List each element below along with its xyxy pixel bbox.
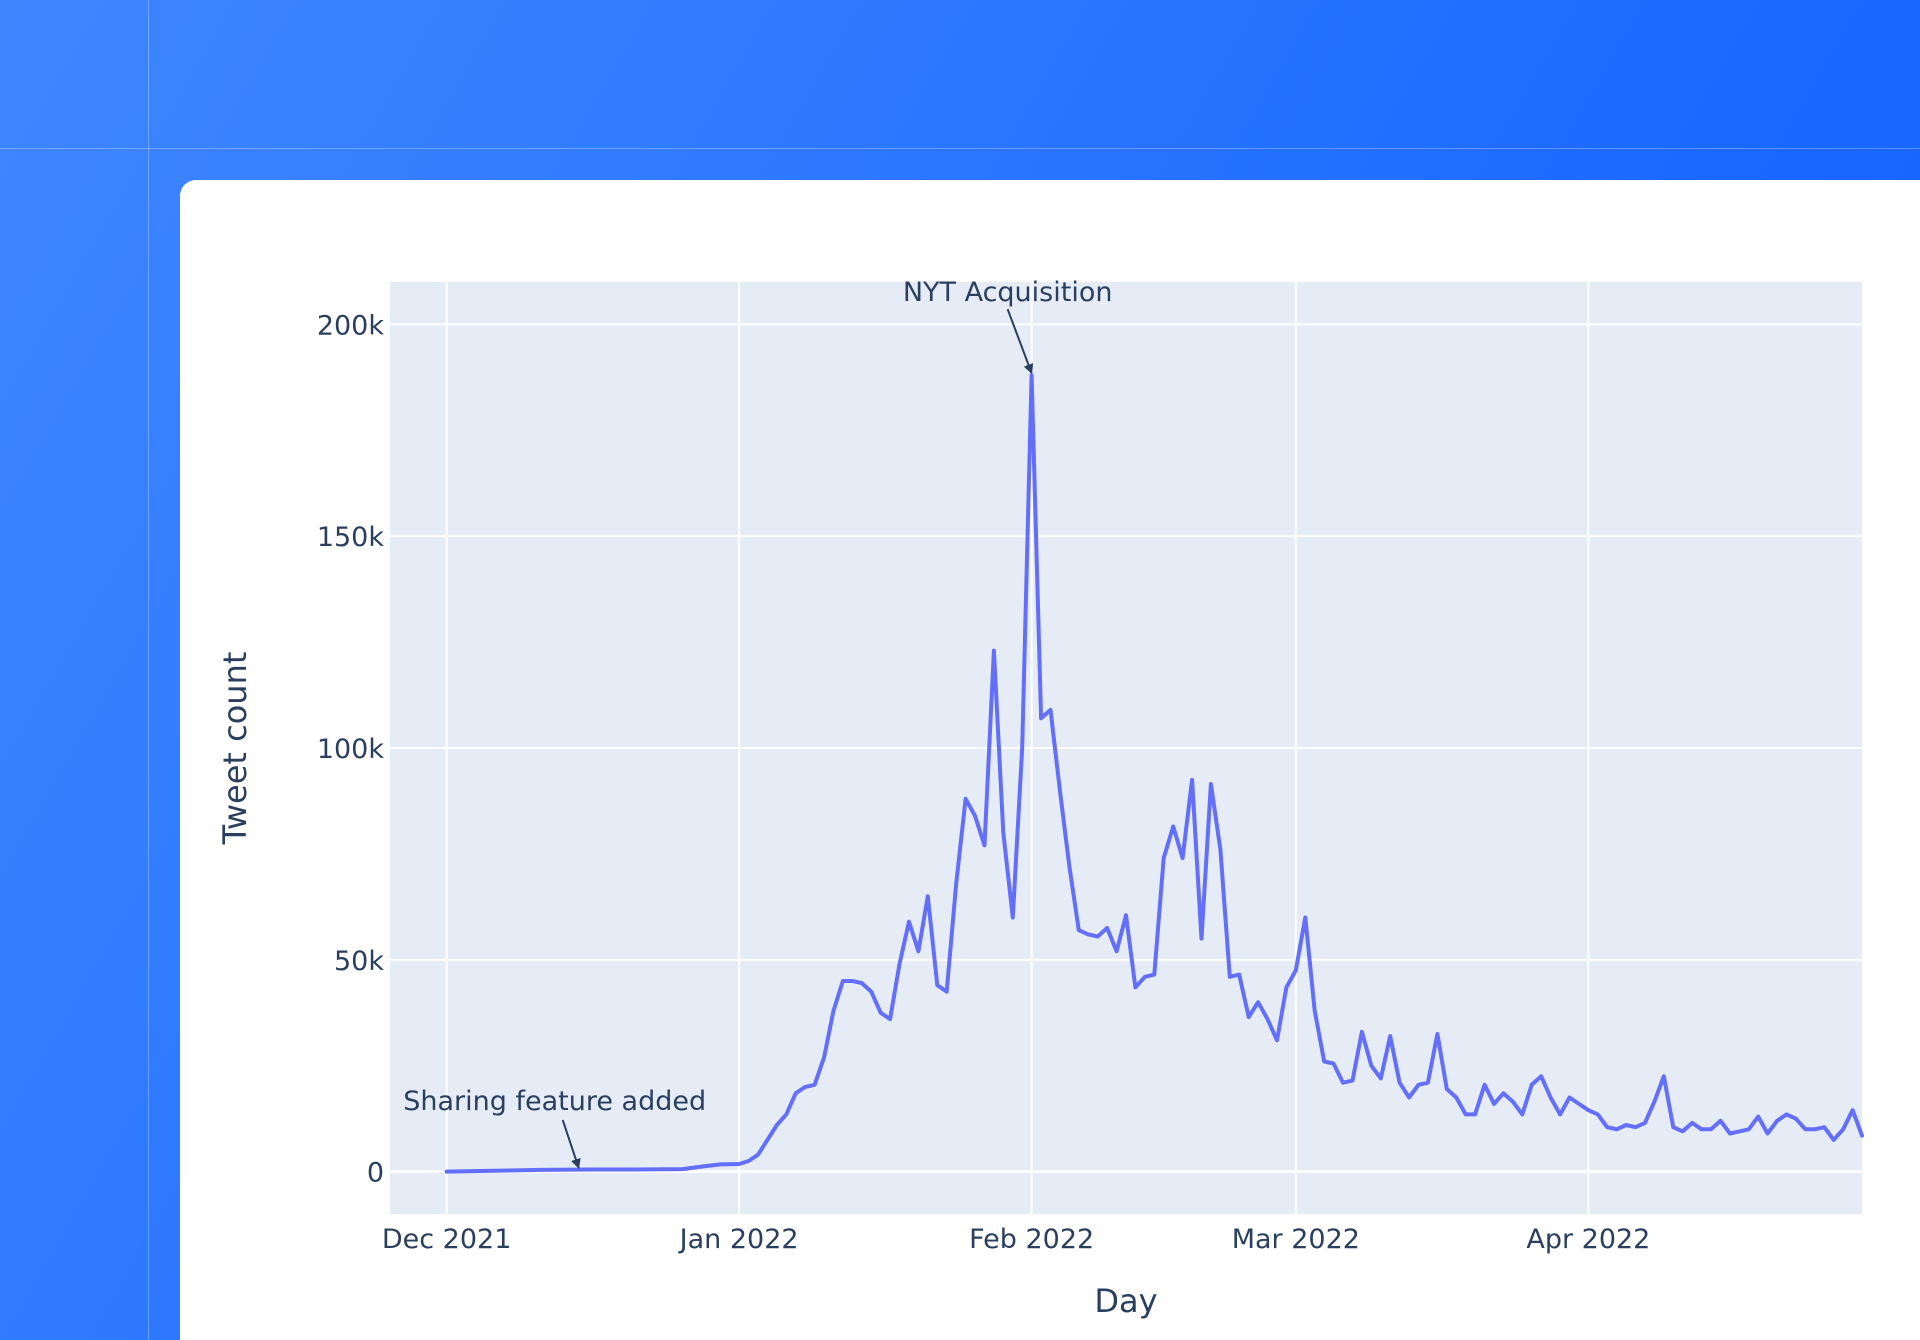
x-axis-title: Day	[1094, 1282, 1157, 1320]
x-tick-label: Feb 2022	[969, 1224, 1094, 1255]
annotation-arrow	[561, 1119, 581, 1169]
x-tick-label: Jan 2022	[678, 1224, 799, 1255]
chart-card: 0 50k 100k 150k 200k Dec 2021 Jan 2022 Feb 2022…	[180, 180, 1920, 1340]
y-axis-title: Tweet count	[216, 652, 254, 846]
annotation-arrow	[1006, 308, 1034, 375]
annotations: NYT Acquisition Sharing feature added	[403, 277, 1113, 1169]
series-line	[444, 373, 1864, 1174]
guide-line-vertical	[148, 0, 149, 1340]
annotation-label: NYT Acquisition	[903, 277, 1113, 308]
annotation-label: Sharing feature added	[403, 1086, 706, 1117]
x-tick-label: Apr 2022	[1526, 1224, 1650, 1255]
y-tick-label: 50k	[334, 946, 384, 977]
axis-ticks: 0 50k 100k 150k 200k Dec 2021 Jan 2022 Feb 2022…	[317, 310, 1651, 1255]
y-tick-label: 100k	[317, 734, 385, 765]
guide-line-horizontal	[0, 148, 1920, 149]
line-chart: 0 50k 100k 150k 200k Dec 2021 Jan 2022 Feb 2022…	[216, 277, 1864, 1320]
y-tick-label: 150k	[317, 522, 385, 553]
x-tick-label: Mar 2022	[1232, 1224, 1360, 1255]
x-tick-label: Dec 2021	[382, 1224, 512, 1255]
y-tick-label: 0	[367, 1158, 384, 1189]
y-tick-label: 200k	[317, 310, 385, 341]
